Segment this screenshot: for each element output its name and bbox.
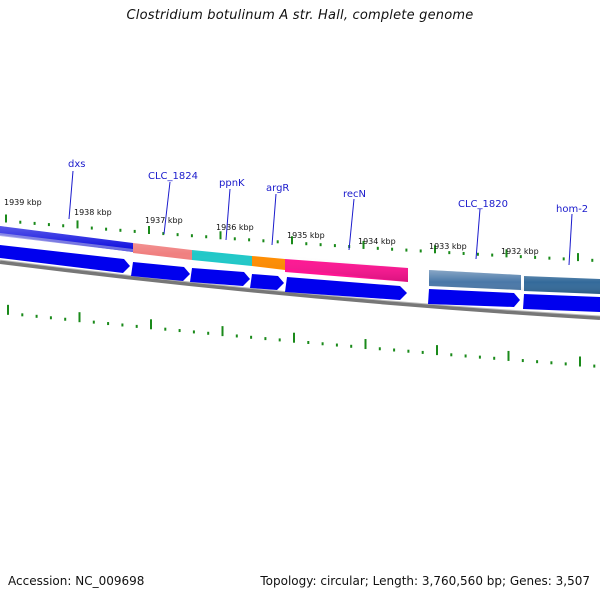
map-title: Clostridium botulinum A str. Hall, compl… <box>126 8 474 23</box>
feature-band <box>0 226 600 294</box>
tick-label: 1934 kbp <box>358 237 396 246</box>
tick-label: 1939 kbp <box>4 198 42 207</box>
gene-label-clc1820[interactable]: CLC_1820 <box>458 199 508 210</box>
cds-arrow-clc1824[interactable] <box>131 262 190 281</box>
gene-label-argr[interactable]: argR <box>266 183 289 194</box>
gene-label-clc1824[interactable]: CLC_1824 <box>148 171 198 182</box>
genome-stats-text: Topology: circular; Length: 3,760,560 bp… <box>260 574 590 588</box>
gene-label-ppnk[interactable]: ppnK <box>219 178 245 189</box>
cds-ring <box>0 245 600 312</box>
cds-arrow-argr[interactable] <box>250 274 284 290</box>
gene-label-hom2[interactable]: hom-2 <box>556 204 588 215</box>
gene-label-dxs[interactable]: dxs <box>68 159 85 170</box>
backbone-track <box>0 260 600 320</box>
cds-arrow-recn[interactable] <box>285 277 407 300</box>
feature-band-shine <box>429 270 600 294</box>
cds-arrow-ppnk[interactable] <box>190 268 250 286</box>
tick-label: 1933 kbp <box>429 242 467 251</box>
cds-arrow-hom2[interactable] <box>523 294 600 312</box>
cds-arrow-dxs[interactable] <box>0 245 130 273</box>
tick-label: 1937 kbp <box>145 216 183 225</box>
tick-label: 1936 kbp <box>216 223 254 232</box>
tick-label: 1932 kbp <box>501 247 539 256</box>
inner-tick-ring <box>7 304 596 368</box>
feature-band-shine <box>0 226 408 282</box>
tick-label: 1938 kbp <box>74 208 112 217</box>
tick-label: 1935 kbp <box>287 231 325 240</box>
cds-arrow-clc1820[interactable] <box>428 289 520 307</box>
gene-label-recn[interactable]: recN <box>343 189 366 200</box>
accession-text: Accession: NC_009698 <box>8 574 145 588</box>
gene-label-leaders <box>68 170 573 266</box>
